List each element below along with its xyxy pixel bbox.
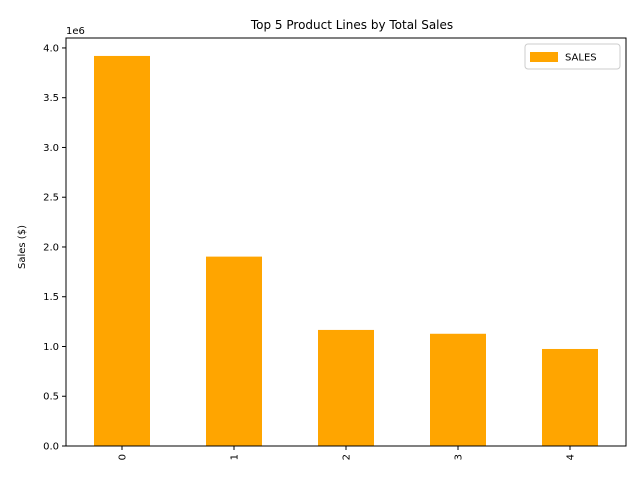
y-tick-label: 3.5 bbox=[43, 93, 59, 104]
x-tick-label: 3 bbox=[454, 454, 465, 460]
bar-1 bbox=[206, 256, 262, 446]
y-tick-label: 0.5 bbox=[43, 392, 59, 403]
bars-group bbox=[94, 55, 598, 446]
y-tick-label: 1.0 bbox=[43, 342, 59, 353]
y-tick-label: 1.5 bbox=[43, 292, 59, 303]
plot-frame bbox=[65, 37, 627, 447]
legend-box bbox=[524, 43, 621, 70]
legend-label: SALES bbox=[565, 53, 597, 64]
x-tick-label: 1 bbox=[230, 454, 241, 460]
y-tick-label: 2.5 bbox=[43, 193, 59, 204]
x-tick-label: 0 bbox=[118, 454, 129, 460]
bar-0 bbox=[94, 55, 150, 446]
chart-title: Top 5 Product Lines by Total Sales bbox=[250, 18, 453, 32]
legend: SALES bbox=[524, 43, 621, 70]
x-axis-ticks: 0 1 2 3 4 bbox=[118, 446, 577, 460]
y-tick-label: 0.0 bbox=[43, 442, 59, 453]
bar-4 bbox=[542, 348, 598, 446]
y-tick-label: 4.0 bbox=[43, 43, 59, 54]
y-axis-label: Sales ($) bbox=[17, 225, 28, 269]
x-tick-label: 2 bbox=[342, 454, 353, 460]
y-axis-offset-label: 1e6 bbox=[66, 26, 85, 37]
legend-swatch bbox=[530, 52, 558, 62]
y-axis-ticks: 0.0 0.5 1.0 1.5 2.0 2.5 3.0 3.5 4.0 bbox=[43, 43, 66, 453]
y-tick-label: 2.0 bbox=[43, 242, 59, 253]
bar-2 bbox=[318, 329, 374, 446]
y-tick-label: 3.0 bbox=[43, 143, 59, 154]
x-tick-label: 4 bbox=[566, 454, 577, 460]
bar-3 bbox=[430, 333, 486, 446]
